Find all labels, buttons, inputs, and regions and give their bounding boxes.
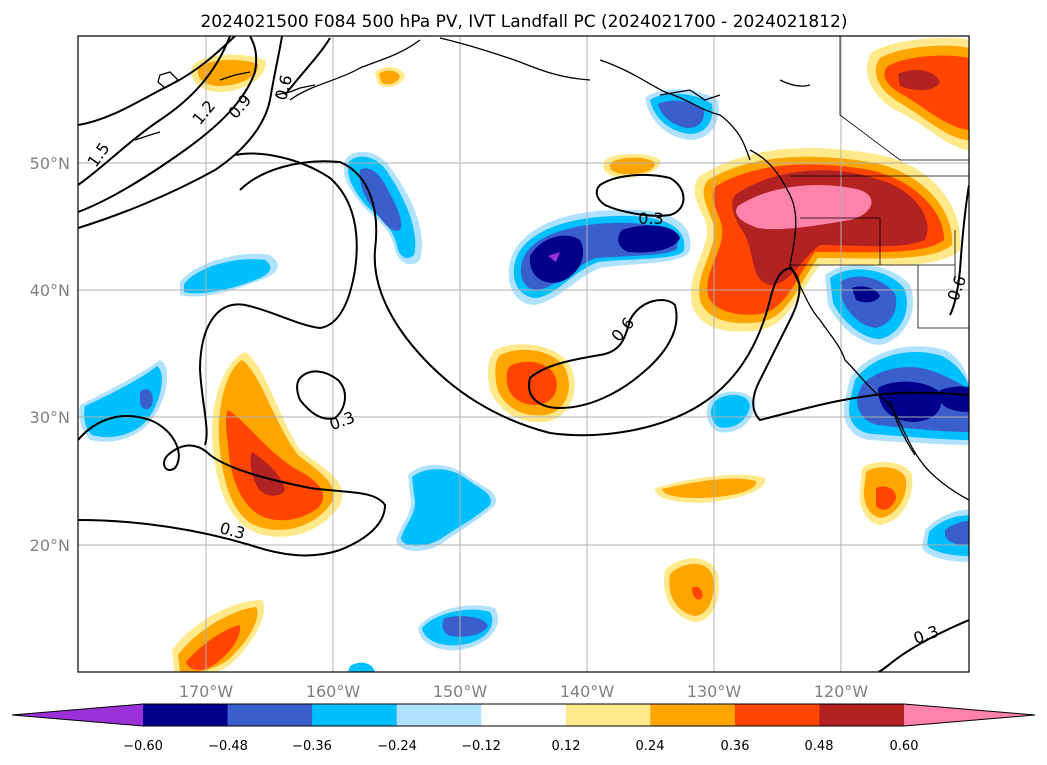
positive-anomaly-southeast [859, 461, 913, 525]
negative-anomaly-central [508, 209, 691, 305]
colorbar-tick-label: 0.60 [890, 739, 919, 754]
colorbar-tick-label: −0.24 [377, 739, 417, 754]
colorbar-tick-label: 0.12 [552, 739, 581, 754]
lon-tick-label: 170°W [179, 682, 234, 701]
colorbar-tick-label: 0.48 [805, 739, 834, 754]
lon-tick-label: 150°W [433, 682, 488, 701]
negative-anomaly-bottom-right [922, 509, 969, 562]
lon-tick-labels: 170°W 160°W 150°W 140°W 130°W 120°W [179, 682, 869, 701]
lat-tick-label: 40°N [30, 281, 70, 300]
positive-anomaly-northeast [866, 37, 969, 150]
colorbar-tick-label: −0.60 [123, 739, 163, 754]
positive-anomaly-west-coast [690, 147, 961, 332]
state-borders [790, 36, 969, 329]
positive-anomaly-north-pacific [603, 154, 661, 178]
coastlines [134, 37, 969, 501]
positive-anomaly-bottom-left [172, 600, 265, 672]
negative-anomaly-subtropical-center [396, 464, 496, 552]
colorbar-segment [143, 704, 229, 726]
contour-label: 0.3 [638, 209, 663, 228]
colorbar-tick-label: 0.36 [721, 739, 750, 754]
colorbar-segment [481, 704, 567, 726]
colorbar-segment [650, 704, 736, 726]
map-frame [77, 35, 970, 673]
colorbar-segment [227, 704, 313, 726]
figure-title: 2024021500 F084 500 hPa PV, IVT Landfall… [200, 12, 847, 32]
lon-tick-label: 160°W [306, 682, 361, 701]
positive-anomaly-aleutians [191, 54, 405, 92]
gridlines [78, 36, 969, 672]
lat-tick-labels: 50°N 40°N 30°N 20°N [30, 154, 70, 555]
colorbar-tick-label: −0.12 [461, 739, 501, 754]
colorbar-tick-label: 0.24 [636, 739, 665, 754]
colorbar-tick-label: −0.48 [208, 739, 248, 754]
lon-tick-label: 130°W [687, 682, 742, 701]
colorbar-extension-high [904, 704, 1035, 726]
colorbar-tick-label: −0.36 [292, 739, 332, 754]
colorbar-extension-low [12, 704, 143, 726]
colorbar-tick-labels: −0.60 −0.48 −0.36 −0.24 −0.12 0.12 0.24 … [123, 739, 918, 754]
negative-anomaly-small [348, 391, 755, 672]
lat-tick-label: 50°N [30, 154, 70, 173]
map-panel: 1.5 1.2 0.9 0.6 0.3 0.6 0.3 0.3 0.6 0.3 [78, 36, 969, 672]
positive-anomaly-elongated [655, 474, 766, 503]
colorbar-outline [11, 703, 1036, 727]
lat-tick-label: 20°N [30, 536, 70, 555]
lon-tick-label: 140°W [560, 682, 615, 701]
positive-anomaly-south [664, 558, 719, 622]
colorbar-segment [396, 704, 482, 726]
lat-tick-label: 30°N [30, 408, 70, 427]
pc-shading [79, 37, 969, 672]
colorbar-segment [312, 704, 398, 726]
lon-tick-label: 120°W [814, 682, 869, 701]
colorbar [11, 703, 1036, 727]
pv-contours [78, 36, 969, 672]
negative-anomaly-southwest-us [825, 264, 969, 445]
colorbar-segment [819, 704, 905, 726]
negative-anomaly-bottom-center [418, 605, 499, 651]
colorbar-segment [565, 704, 651, 726]
colorbar-segment [734, 704, 820, 726]
negative-anomaly-gulf-of-alaska [645, 89, 719, 140]
